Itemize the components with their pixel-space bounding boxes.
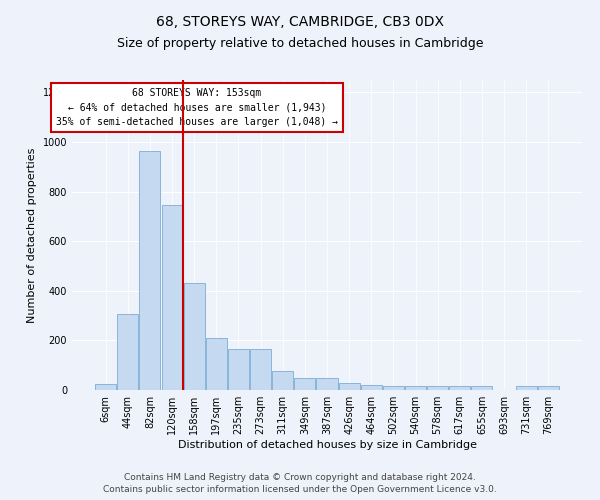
Bar	[295, 378, 316, 390]
Text: Size of property relative to detached houses in Cambridge: Size of property relative to detached ho…	[117, 38, 483, 51]
Bar	[250, 349, 271, 390]
Bar	[361, 385, 382, 390]
Bar	[383, 386, 404, 390]
Bar	[139, 150, 160, 390]
Bar	[449, 386, 470, 390]
Bar	[228, 349, 249, 390]
Bar	[184, 284, 205, 390]
Text: 68, STOREYS WAY, CAMBRIDGE, CB3 0DX: 68, STOREYS WAY, CAMBRIDGE, CB3 0DX	[156, 15, 444, 29]
Bar	[515, 386, 536, 390]
Bar	[472, 386, 493, 390]
Bar	[405, 386, 426, 390]
Bar	[538, 386, 559, 390]
Bar	[206, 338, 227, 390]
Text: 68 STOREYS WAY: 153sqm
← 64% of detached houses are smaller (1,943)
35% of semi-: 68 STOREYS WAY: 153sqm ← 64% of detached…	[56, 88, 338, 128]
Text: Contains public sector information licensed under the Open Government Licence v3: Contains public sector information licen…	[103, 485, 497, 494]
Bar	[272, 372, 293, 390]
Bar	[95, 384, 116, 390]
Text: Contains HM Land Registry data © Crown copyright and database right 2024.: Contains HM Land Registry data © Crown c…	[124, 472, 476, 482]
X-axis label: Distribution of detached houses by size in Cambridge: Distribution of detached houses by size …	[178, 440, 476, 450]
Bar	[338, 382, 359, 390]
Y-axis label: Number of detached properties: Number of detached properties	[27, 148, 37, 322]
Bar	[316, 378, 338, 390]
Bar	[118, 314, 139, 390]
Bar	[427, 386, 448, 390]
Bar	[161, 205, 182, 390]
